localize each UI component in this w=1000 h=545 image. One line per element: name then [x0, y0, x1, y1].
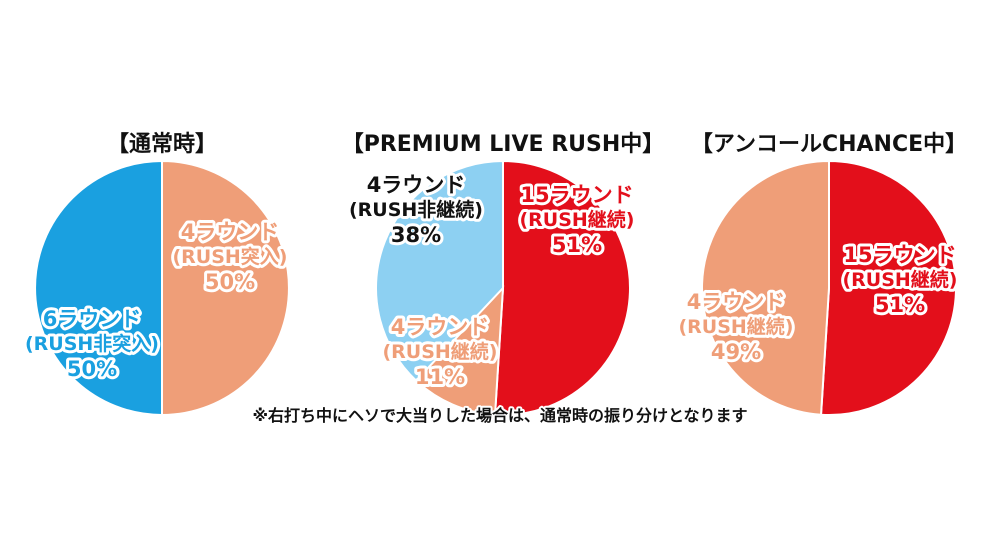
- pie-slices: [701, 159, 957, 416]
- pie-slice: [34, 159, 163, 417]
- slice-labels: 4ラウンド(RUSH突入)50%6ラウンド(RUSH非突入)50%15ラウンド(…: [22, 170, 961, 392]
- pie-slice: [375, 159, 504, 382]
- slice-label: (RUSH継続): [678, 315, 793, 338]
- slice-percent-label: 50%: [67, 357, 117, 381]
- pie-slice: [414, 285, 505, 416]
- slice-percent-label: 38%: [391, 223, 441, 247]
- slice-percent-label: 51%: [552, 233, 602, 257]
- chart-normal: 【通常時】: [34, 131, 290, 417]
- slice-label: (RUSH継続): [842, 268, 957, 291]
- pie-slice: [819, 159, 957, 416]
- slice-label: 4ラウンド: [367, 173, 466, 197]
- slice-label: (RUSH継続): [519, 208, 634, 231]
- footnote: ※右打ち中にヘソで大当りした場合は、通常時の振り分けとなります: [252, 406, 747, 425]
- slice-label: 4ラウンド: [391, 315, 490, 339]
- pie-slice: [161, 159, 290, 417]
- pie-slices: [34, 159, 290, 417]
- chart-encore-chance: 【アンコールCHANCE中】: [691, 132, 967, 416]
- slice-label: 15ラウンド: [843, 243, 956, 267]
- chart-premium-live-rush: 【PREMIUM LIVE RUSH中】: [342, 132, 665, 416]
- slice-percent-label: 51%: [875, 293, 925, 317]
- pie-slice: [701, 159, 830, 416]
- slice-label: (RUSH突入): [172, 245, 287, 268]
- pie-slices: [375, 159, 631, 416]
- slice-label: (RUSH非継続): [349, 198, 483, 221]
- slice-label: (RUSH非突入): [25, 332, 159, 355]
- chart-title: 【PREMIUM LIVE RUSH中】: [342, 132, 665, 157]
- slice-percent-label: 50%: [205, 270, 255, 294]
- slice-percent-label: 11%: [415, 365, 465, 389]
- chart-title: 【アンコールCHANCE中】: [691, 132, 967, 157]
- pie-slice: [493, 159, 631, 416]
- chart-title: 【通常時】: [107, 131, 217, 157]
- slice-label: 15ラウンド: [520, 183, 633, 207]
- slice-label: (RUSH継続): [382, 340, 497, 363]
- slice-percent-label: 49%: [711, 340, 761, 364]
- slice-label: 4ラウンド: [181, 220, 280, 244]
- slice-label: 4ラウンド: [687, 290, 786, 314]
- slice-label: 6ラウンド: [43, 307, 142, 331]
